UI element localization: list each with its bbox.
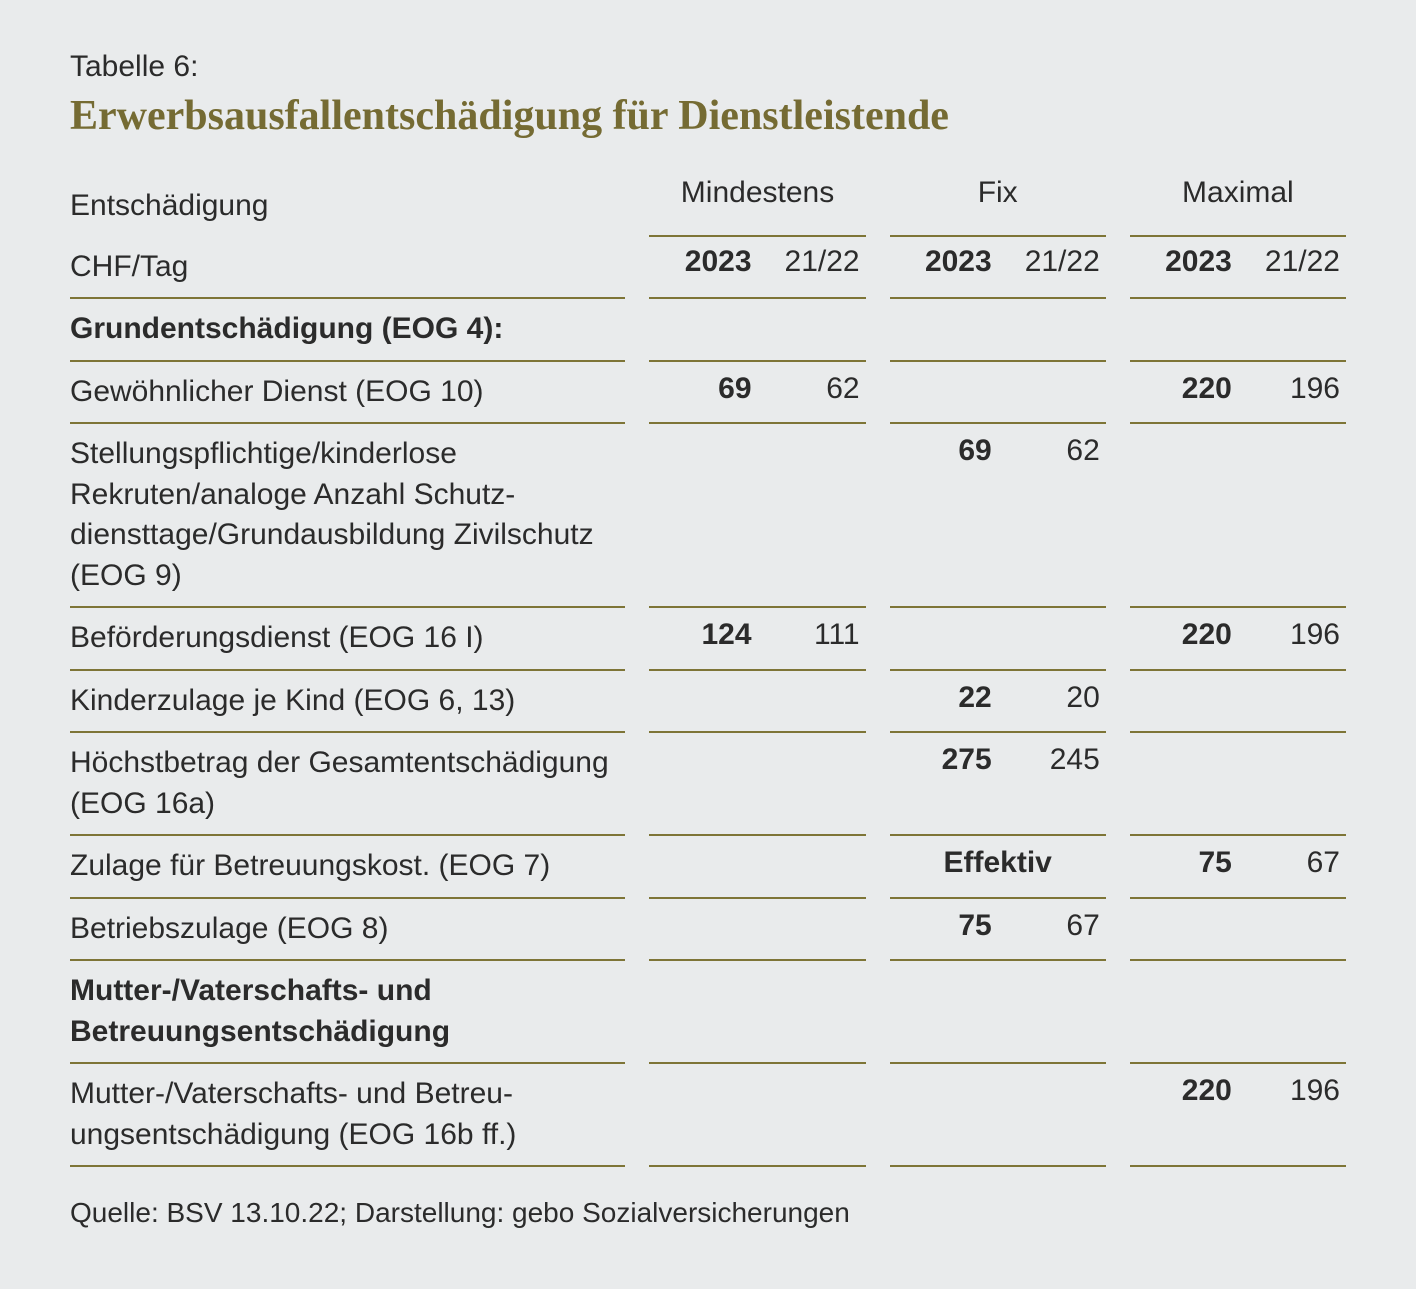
header-row-groups: Entschädigung Mindestens Fix Maximal [70, 176, 1346, 237]
cell-min-prev [758, 671, 866, 734]
col-group-max: Maximal [1130, 176, 1346, 237]
row-label: Grundentschädigung (EOG 4): [70, 299, 625, 362]
cell-max-prev [1238, 424, 1346, 608]
table-row: Gewöhnlicher Dienst (EOG 10) 69 62 220 1… [70, 362, 1346, 425]
row-label: Kinderzulage je Kind (EOG 6, 13) [70, 671, 625, 734]
row-label: Mutter-/Vaterschafts- und Betreuungsents… [70, 961, 625, 1064]
row-label: Gewöhnlicher Dienst (EOG 10) [70, 362, 625, 425]
cell-fix-prev: 62 [998, 424, 1106, 608]
cell-min-cur [649, 836, 757, 899]
row-label: Beförderungsdienst (EOG 16 I) [70, 608, 625, 671]
table-row: Beförderungsdienst (EOG 16 I) 124 111 22… [70, 608, 1346, 671]
header-label-line2: CHF/Tag [70, 237, 625, 300]
cell-min-prev [758, 1064, 866, 1167]
cell-fix-prev: 245 [998, 733, 1106, 836]
table-row: Betriebszulage (EOG 8) 75 67 [70, 899, 1346, 962]
source-line: Quelle: BSV 13.10.22; Darstellung: gebo … [70, 1167, 1346, 1229]
cell-min-cur: 69 [649, 362, 757, 425]
cell-min-cur [649, 899, 757, 962]
cell-fix-prev: 20 [998, 671, 1106, 734]
cell-fix-span: Effektiv [890, 836, 1106, 899]
table-row: Mutter-/Vaterschafts- und Betreu­ungsent… [70, 1064, 1346, 1167]
cell-fix-cur: 69 [890, 424, 998, 608]
col-min-2122: 21/22 [758, 237, 866, 300]
cell-fix-cur: 275 [890, 733, 998, 836]
cell-max-prev: 67 [1238, 836, 1346, 899]
row-label: Betriebszulage (EOG 8) [70, 899, 625, 962]
cell-max-prev: 196 [1238, 608, 1346, 671]
page: Tabelle 6: Erwerbsausfallentschädigung f… [0, 0, 1416, 1289]
cell-min-cur [649, 424, 757, 608]
table-row: Zulage für Betreuungskost. (EOG 7) Effek… [70, 836, 1346, 899]
cell-min-prev [758, 733, 866, 836]
cell-max-prev [1238, 899, 1346, 962]
row-label: Höchstbetrag der Gesamt­entschädigung (E… [70, 733, 625, 836]
row-label: Zulage für Betreuungskost. (EOG 7) [70, 836, 625, 899]
cell-max-cur: 75 [1130, 836, 1238, 899]
header-label-line1: Entschädigung [70, 176, 625, 237]
cell-max-cur [1130, 733, 1238, 836]
table-row: Stellungspflichtige/kinderlose Rekruten/… [70, 424, 1346, 608]
cell-max-prev [1238, 671, 1346, 734]
cell-fix-prev [998, 362, 1106, 425]
cell-min-prev [758, 836, 866, 899]
cell-fix-cur [890, 608, 998, 671]
cell-max-cur [1130, 424, 1238, 608]
col-min-2023: 2023 [649, 237, 757, 300]
cell-min-prev [758, 899, 866, 962]
cell-max-prev: 196 [1238, 362, 1346, 425]
cell-max-cur: 220 [1130, 362, 1238, 425]
cell-fix-cur: 22 [890, 671, 998, 734]
col-max-2122: 21/22 [1238, 237, 1346, 300]
table-row: Höchstbetrag der Gesamt­entschädigung (E… [70, 733, 1346, 836]
col-group-min: Mindestens [649, 176, 865, 237]
cell-fix-prev [998, 608, 1106, 671]
cell-fix-cur: 75 [890, 899, 998, 962]
cell-max-prev: 196 [1238, 1064, 1346, 1167]
cell-fix-prev [998, 1064, 1106, 1167]
table-row: Grundentschädigung (EOG 4): [70, 299, 1346, 362]
row-label: Mutter-/Vaterschafts- und Betreu­ungsent… [70, 1064, 625, 1167]
cell-fix-cur [890, 1064, 998, 1167]
page-title: Erwerbsausfallentschädigung für Dienstle… [70, 92, 1346, 140]
col-fix-2122: 21/22 [998, 237, 1106, 300]
cell-min-prev [758, 424, 866, 608]
cell-max-cur: 220 [1130, 1064, 1238, 1167]
cell-fix-cur [890, 362, 998, 425]
table-number: Tabelle 6: [70, 50, 1346, 84]
table-row: Mutter-/Vaterschafts- und Betreuungsents… [70, 961, 1346, 1064]
cell-min-prev: 62 [758, 362, 866, 425]
cell-min-prev: 111 [758, 608, 866, 671]
cell-max-prev [1238, 733, 1346, 836]
cell-fix-prev: 67 [998, 899, 1106, 962]
table-row: Kinderzulage je Kind (EOG 6, 13) 22 20 [70, 671, 1346, 734]
col-fix-2023: 2023 [890, 237, 998, 300]
compensation-table: Entschädigung Mindestens Fix Maximal CHF… [70, 176, 1346, 1167]
col-group-fix: Fix [890, 176, 1106, 237]
row-label: Stellungspflichtige/kinderlose Rekruten/… [70, 424, 625, 608]
header-row-years: CHF/Tag 2023 21/22 2023 21/22 2023 21/22 [70, 237, 1346, 300]
cell-min-cur [649, 1064, 757, 1167]
cell-max-cur: 220 [1130, 608, 1238, 671]
cell-min-cur [649, 733, 757, 836]
col-max-2023: 2023 [1130, 237, 1238, 300]
cell-max-cur [1130, 671, 1238, 734]
cell-max-cur [1130, 899, 1238, 962]
cell-min-cur: 124 [649, 608, 757, 671]
cell-min-cur [649, 671, 757, 734]
